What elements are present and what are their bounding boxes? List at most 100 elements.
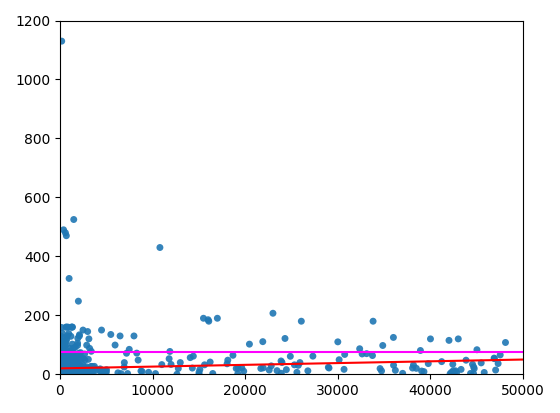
- Point: [62, 369, 71, 375]
- Point: [62, 370, 71, 377]
- Point: [64, 350, 73, 357]
- Point: [304, 368, 312, 374]
- Point: [71, 365, 80, 372]
- Point: [58, 367, 67, 374]
- Point: [58, 365, 67, 372]
- Point: [73, 335, 82, 342]
- Point: [90, 365, 99, 372]
- Point: [398, 370, 407, 377]
- Point: [66, 355, 74, 362]
- Point: [76, 370, 85, 376]
- Point: [56, 333, 65, 339]
- Point: [66, 345, 74, 351]
- Point: [62, 366, 71, 373]
- Point: [69, 366, 78, 373]
- Point: [206, 359, 214, 366]
- Point: [72, 367, 81, 374]
- Point: [245, 341, 254, 347]
- Point: [76, 366, 85, 373]
- Point: [473, 347, 482, 353]
- Point: [223, 361, 232, 367]
- Point: [65, 364, 74, 370]
- Point: [281, 335, 290, 342]
- Point: [82, 369, 91, 375]
- Point: [59, 370, 68, 376]
- Point: [77, 363, 86, 370]
- Point: [55, 365, 64, 372]
- Point: [335, 356, 344, 363]
- Point: [340, 351, 349, 358]
- Point: [66, 352, 74, 358]
- Point: [58, 369, 67, 376]
- Point: [267, 363, 276, 369]
- Point: [69, 356, 78, 363]
- Point: [480, 369, 489, 376]
- Point: [75, 352, 84, 358]
- Point: [72, 358, 81, 364]
- Point: [71, 363, 80, 370]
- Point: [57, 362, 66, 368]
- Point: [66, 357, 74, 363]
- Point: [188, 365, 197, 371]
- Point: [358, 351, 367, 357]
- Point: [60, 339, 69, 345]
- Point: [55, 362, 64, 368]
- Point: [58, 368, 67, 374]
- Point: [78, 361, 87, 368]
- Point: [132, 350, 141, 356]
- Point: [59, 362, 68, 369]
- Point: [445, 337, 454, 344]
- Point: [62, 324, 71, 330]
- Point: [469, 364, 478, 370]
- Point: [74, 363, 83, 369]
- Point: [172, 371, 181, 377]
- Point: [120, 364, 129, 370]
- Point: [63, 370, 72, 377]
- Point: [62, 366, 71, 372]
- Point: [75, 366, 84, 372]
- Point: [389, 334, 398, 341]
- Point: [64, 363, 73, 370]
- Point: [412, 365, 421, 372]
- Point: [200, 361, 209, 368]
- Point: [77, 366, 86, 373]
- Point: [70, 370, 79, 376]
- Point: [377, 368, 386, 374]
- Point: [58, 369, 67, 376]
- Point: [156, 244, 165, 251]
- Point: [57, 365, 66, 372]
- Point: [134, 357, 143, 363]
- Point: [67, 367, 76, 374]
- Point: [62, 353, 71, 360]
- Point: [165, 356, 174, 362]
- Point: [68, 365, 77, 371]
- Point: [58, 370, 67, 376]
- Point: [67, 365, 76, 371]
- Point: [64, 275, 73, 282]
- Point: [56, 340, 65, 347]
- Point: [72, 370, 81, 377]
- Point: [239, 368, 248, 375]
- Point: [66, 356, 74, 363]
- Point: [78, 369, 87, 375]
- Point: [111, 342, 120, 348]
- Point: [62, 342, 71, 349]
- Point: [57, 358, 66, 365]
- Point: [71, 368, 80, 375]
- Point: [56, 355, 65, 362]
- Point: [58, 368, 67, 375]
- Point: [501, 339, 510, 346]
- Point: [58, 366, 67, 373]
- Point: [417, 368, 426, 374]
- Point: [69, 366, 78, 373]
- Point: [59, 366, 68, 373]
- Point: [72, 368, 81, 375]
- Point: [71, 370, 80, 377]
- Point: [56, 350, 65, 357]
- Point: [58, 347, 67, 353]
- Point: [55, 337, 64, 344]
- Point: [64, 324, 73, 330]
- Point: [57, 366, 66, 373]
- Point: [67, 324, 76, 330]
- Point: [78, 368, 87, 375]
